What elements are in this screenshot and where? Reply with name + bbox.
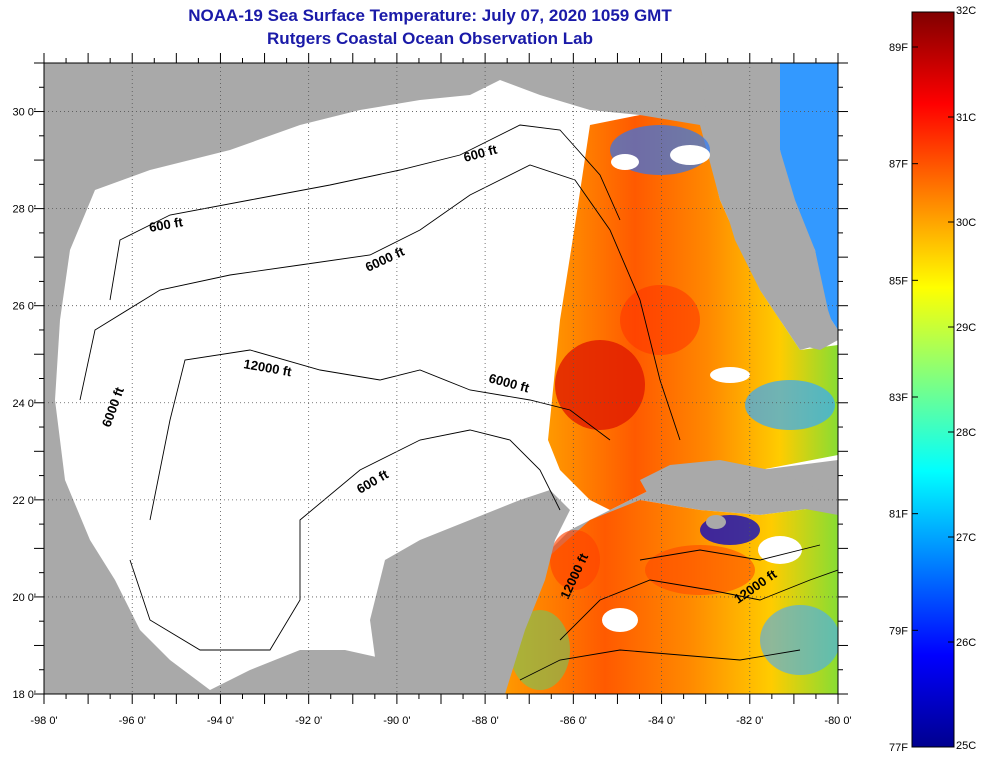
lon-tick-label: -96 0' xyxy=(119,715,146,727)
lon-tick-label: -92 0' xyxy=(295,715,322,727)
cloud-gap xyxy=(670,145,710,165)
colorbar-celsius-label: 28C xyxy=(956,427,976,439)
colorbar xyxy=(911,11,955,748)
yucatan-land xyxy=(370,490,570,694)
colorbar-celsius-label: 29C xyxy=(956,322,976,334)
isle-land xyxy=(706,515,726,529)
colorbar-fahrenheit-label: 83F xyxy=(889,392,908,404)
colorbar-celsius-label: 32C xyxy=(956,5,976,17)
warm-patch xyxy=(645,545,755,595)
cloud-gap xyxy=(758,536,802,564)
lon-tick-label: -88 0' xyxy=(472,715,499,727)
colorbar-celsius-label: 26C xyxy=(956,637,976,649)
colorbar-fahrenheit-label: 85F xyxy=(889,275,908,287)
lat-tick-label: 26 0' xyxy=(12,301,36,313)
cool-patch xyxy=(745,380,835,430)
colorbar-fahrenheit-label: 81F xyxy=(889,509,908,521)
warm-patch xyxy=(555,340,645,430)
lon-tick-label: -90 0' xyxy=(383,715,410,727)
sst-swath-atlantic xyxy=(775,63,838,330)
lat-tick-label: 18 0' xyxy=(12,689,36,701)
lon-tick-label: -94 0' xyxy=(207,715,234,727)
warm-patch xyxy=(620,285,700,355)
lat-tick-label: 20 0' xyxy=(12,592,36,604)
lon-tick-label: -80 0' xyxy=(824,715,851,727)
cloud-gap xyxy=(611,154,639,170)
cool-patch xyxy=(760,605,838,675)
lon-tick-label: -84 0' xyxy=(648,715,675,727)
cloud-gap xyxy=(710,367,750,383)
colorbar-fahrenheit-label: 89F xyxy=(889,42,908,54)
lat-tick-label: 28 0' xyxy=(12,204,36,216)
lon-tick-label: -98 0' xyxy=(30,715,57,727)
colorbar-fahrenheit-label: 77F xyxy=(889,742,908,754)
lon-tick-label: -82 0' xyxy=(736,715,763,727)
lat-tick-label: 30 0' xyxy=(12,107,36,119)
axis-ticks: -98 0' -96 0' -94 0' -92 0' -90 0' -88 0' -86 … xyxy=(12,53,852,727)
cloud-gap xyxy=(602,608,638,632)
lat-tick-label: 24 0' xyxy=(12,398,36,410)
colorbar-fahrenheit-label: 79F xyxy=(889,625,908,637)
bathymetry-contours xyxy=(79,124,838,681)
lat-tick-label: 22 0' xyxy=(12,495,36,507)
colorbar-celsius-label: 31C xyxy=(956,112,976,124)
colorbar-celsius-label: 25C xyxy=(956,740,976,752)
contour-label: 600 ft xyxy=(148,214,185,235)
lon-tick-label: -86 0' xyxy=(560,715,587,727)
cuba-land xyxy=(640,460,838,515)
warm-patch xyxy=(550,530,600,590)
colorbar-celsius-label: 30C xyxy=(956,217,976,229)
florida-land xyxy=(700,63,838,350)
graticule xyxy=(44,63,838,694)
map-title: NOAA-19 Sea Surface Temperature: July 07… xyxy=(188,6,672,25)
colorbar-fahrenheit-label: 87F xyxy=(889,159,908,171)
colorbar-celsius-label: 27C xyxy=(956,532,976,544)
map-subtitle: Rutgers Coastal Ocean Observation Lab xyxy=(267,29,593,48)
colorbar-labels: 25C 26C 27C 28C 29C 30C 31C 32C 77F 79F 81F 83F 85F 8… xyxy=(889,5,976,754)
